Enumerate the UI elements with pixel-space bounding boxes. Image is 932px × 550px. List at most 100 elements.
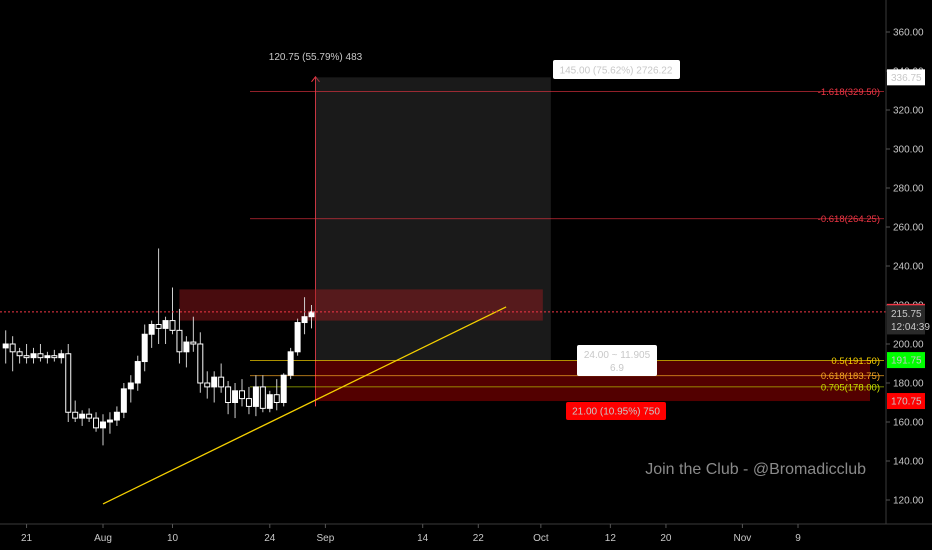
x-tick-label: 21 <box>21 533 33 544</box>
x-tick-label: 12 <box>605 533 617 544</box>
target-box-label: 145.00 (75.62%) 2726.22 <box>560 66 673 77</box>
candle-body <box>204 382 211 388</box>
candle-body <box>93 417 100 429</box>
candle-body <box>232 390 239 403</box>
candle-body <box>266 394 273 409</box>
x-tick-label: Nov <box>734 533 752 544</box>
price-label: 191.75 <box>891 356 922 367</box>
candle-body <box>218 376 225 388</box>
y-tick-label: 240.00 <box>893 262 924 273</box>
price-label-bg <box>887 352 925 369</box>
price-label: 170.75 <box>891 397 922 408</box>
risk-box-bg <box>566 402 666 420</box>
price-label-bg <box>887 305 925 322</box>
measure-arrow <box>311 76 320 407</box>
candle-body <box>120 388 127 413</box>
candle-body <box>176 329 183 353</box>
candle-body <box>30 353 37 359</box>
candlesticks <box>2 248 315 446</box>
candle-body <box>72 411 79 419</box>
candle-body <box>106 419 113 423</box>
fib-level-label: -0.618(264.25) <box>818 214 880 225</box>
x-tick-label: 24 <box>264 533 276 544</box>
y-tick-label: 300.00 <box>893 145 924 156</box>
y-tick-label: 140.00 <box>893 457 924 468</box>
x-tick-label: 20 <box>660 533 672 544</box>
x-tick-label: 22 <box>473 533 485 544</box>
candle-body <box>51 355 58 359</box>
candle-body <box>113 411 120 421</box>
candle-body <box>183 341 190 353</box>
ratio-box-bg <box>577 345 657 376</box>
candle-body <box>44 355 51 359</box>
fib-level-label: -1.618(329.50) <box>818 87 880 98</box>
candle-body <box>58 353 65 359</box>
candle-body <box>155 324 162 329</box>
y-tick-label: 280.00 <box>893 184 924 195</box>
price-label: 12:04:39 <box>891 322 930 333</box>
candle-body <box>197 343 204 384</box>
price-label-bg <box>887 393 925 410</box>
risk-box: 21.00 (10.95%) 750 <box>566 402 666 420</box>
ratio-box: 24.00 ~ 11.905 6.9 <box>577 345 657 376</box>
candle-body <box>127 382 134 390</box>
price-label: 336.75 <box>891 73 922 84</box>
candle-body <box>148 324 155 335</box>
x-tick-label: Sep <box>317 533 335 544</box>
target-box-bg <box>553 60 680 79</box>
candle-body <box>141 333 148 363</box>
candle-body <box>134 361 141 384</box>
target-box: 145.00 (75.62%) 2726.22 <box>553 60 680 79</box>
y-tick-label: 180.00 <box>893 379 924 390</box>
candle-body <box>252 386 259 407</box>
candle-body <box>225 386 232 403</box>
candle-body <box>245 398 252 407</box>
candle-body <box>169 320 176 331</box>
x-axis[interactable]: 21 Aug 10 24 Sep 14 22 Oct 12 20 Nov 9 <box>21 524 801 544</box>
risk-box-label: 21.00 (10.95%) 750 <box>572 407 660 418</box>
candle-body <box>86 413 93 419</box>
candle-body <box>211 376 218 388</box>
measure-label: 120.75 (55.79%) 483 <box>269 52 363 63</box>
price-label: 215.75 <box>891 309 922 320</box>
y-tick-label: 200.00 <box>893 340 924 351</box>
candle-body <box>79 413 86 419</box>
x-tick-label: Oct <box>533 533 549 544</box>
candle-body <box>162 320 169 329</box>
y-tick-label: 160.00 <box>893 418 924 429</box>
y-tick-label: 320.00 <box>893 106 924 117</box>
candle-body <box>23 355 30 359</box>
candle-body <box>9 343 16 353</box>
fib-lines: -1.618(329.50) -0.618(264.25) 0.5(191.50) 0… <box>250 87 884 393</box>
fib-level-label: 0.618(183.75) <box>821 371 880 382</box>
y-tick-label: 120.00 <box>893 496 924 507</box>
candle-body <box>273 394 280 404</box>
candle-body <box>308 311 315 318</box>
candle-body <box>239 390 245 400</box>
candle-body <box>37 353 44 359</box>
x-tick-label: Aug <box>94 533 112 544</box>
price-label-bg <box>887 318 925 335</box>
candle-body <box>16 351 23 357</box>
fib-level-label: 0.5(191.50) <box>831 356 880 367</box>
x-tick-label: 9 <box>795 533 801 544</box>
candle-body <box>280 374 287 404</box>
candle-body <box>287 351 294 376</box>
candle-body <box>259 386 266 409</box>
candle-body <box>100 421 106 429</box>
ratio-line-2: 6.9 <box>610 363 624 374</box>
y-tick-label: 260.00 <box>893 223 924 234</box>
y-tick-label: 360.00 <box>893 28 924 39</box>
candle-body <box>190 341 197 345</box>
x-tick-label: 10 <box>167 533 179 544</box>
candle-body <box>2 343 9 349</box>
candle-body <box>301 316 308 324</box>
ratio-line-1: 24.00 ~ 11.905 <box>584 350 651 361</box>
watermark: Join the Club - @Bromadicclub <box>645 461 866 478</box>
trendline <box>102 306 507 505</box>
candle-body <box>294 322 301 353</box>
supply-zone <box>179 289 543 321</box>
fib-level-label: 0.705(178.00) <box>821 382 880 393</box>
